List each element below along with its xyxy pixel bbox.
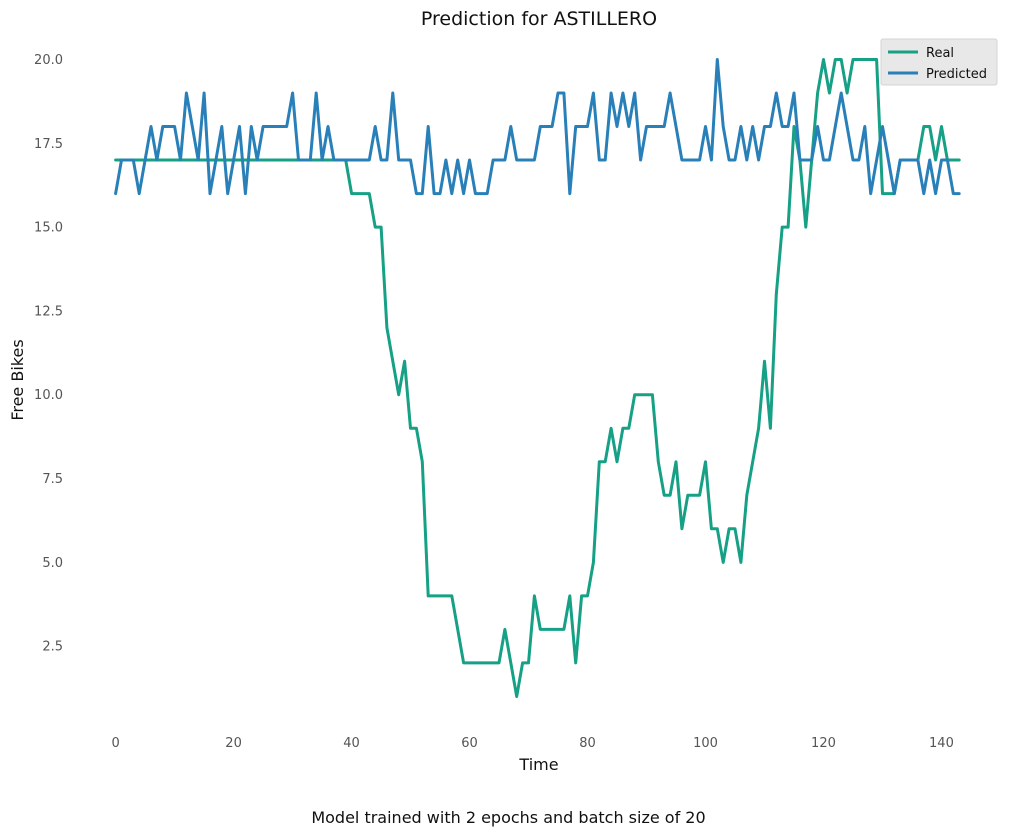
y-tick-label-2: 7.5: [42, 472, 63, 487]
x-axis-ticks: 0 20 40 60 80 100 120 140: [111, 736, 953, 751]
x-tick-label-3: 60: [461, 736, 478, 751]
caption: Model trained with 2 epochs and batch si…: [311, 808, 706, 827]
x-tick-label-7: 140: [929, 736, 954, 751]
x-tick-label-4: 80: [579, 736, 596, 751]
plot-area: [114, 58, 961, 698]
y-axis-ticks: 2.5 5.0 7.5 10.0 12.5 15.0 17.5 20.0: [34, 53, 63, 655]
series-line-predicted: [114, 58, 961, 196]
x-tick-label-0: 0: [111, 736, 119, 751]
legend-label-real: Real: [926, 46, 954, 61]
y-tick-label-7: 20.0: [34, 53, 63, 68]
x-tick-label-6: 120: [811, 736, 836, 751]
x-tick-label-1: 20: [225, 736, 242, 751]
x-axis-label: Time: [518, 755, 558, 774]
y-axis-label: Free Bikes: [8, 339, 27, 420]
y-tick-label-4: 12.5: [34, 304, 63, 319]
chart-title: Prediction for ASTILLERO: [421, 8, 657, 30]
y-tick-label-5: 15.0: [34, 221, 63, 236]
y-tick-label-6: 17.5: [34, 137, 63, 152]
legend-label-predicted: Predicted: [926, 67, 987, 82]
x-tick-label-2: 40: [343, 736, 360, 751]
legend: Real Predicted: [880, 38, 998, 86]
y-tick-label-1: 5.0: [42, 556, 63, 571]
x-tick-label-5: 100: [693, 736, 718, 751]
y-tick-label-3: 10.0: [34, 388, 63, 403]
y-tick-label-0: 2.5: [42, 640, 63, 655]
